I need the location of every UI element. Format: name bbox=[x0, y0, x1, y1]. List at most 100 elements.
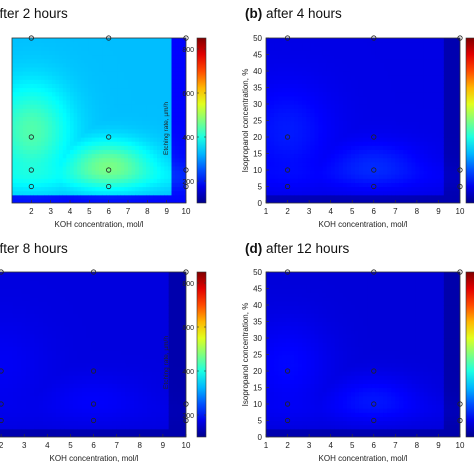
panel-title: (b) after 4 hours bbox=[245, 6, 342, 21]
panel-title-text: after 8 hours bbox=[0, 241, 68, 256]
x-tick-label: 2 bbox=[0, 441, 4, 450]
x-tick-label: 4 bbox=[45, 441, 50, 450]
panel-letter: (d) bbox=[245, 241, 266, 256]
colorbar-tick-label: 200 bbox=[182, 413, 194, 420]
sample-point bbox=[28, 183, 34, 190]
x-tick-label: 5 bbox=[87, 207, 92, 216]
sample-point bbox=[457, 401, 463, 407]
sample-point bbox=[284, 134, 291, 140]
y-tick-label: 50 bbox=[253, 268, 262, 277]
sample-point bbox=[183, 401, 189, 407]
x-tick-label: 3 bbox=[48, 207, 53, 216]
sample-point bbox=[183, 269, 189, 275]
colorbar-tick-label: 400 bbox=[182, 135, 194, 142]
sample-point bbox=[371, 401, 377, 407]
panel-title-text: after 2 hours bbox=[0, 6, 68, 21]
x-tick-label: 9 bbox=[436, 441, 441, 450]
x-tick-label: 2 bbox=[285, 441, 290, 450]
y-tick-label: 20 bbox=[253, 133, 262, 142]
x-tick-label: 10 bbox=[182, 207, 191, 216]
sample-point bbox=[183, 35, 189, 41]
panel-3: 2 3 4 5 6 7 8 9 10 KOH concentration, mol/l after … bbox=[0, 241, 207, 463]
sample-point bbox=[457, 269, 463, 275]
y-tick-label: 5 bbox=[258, 183, 263, 192]
x-tick-label: 3 bbox=[22, 441, 27, 450]
x-tick-label: 3 bbox=[307, 441, 312, 450]
y-tick-label: 35 bbox=[253, 318, 262, 327]
x-tick-label: 10 bbox=[456, 207, 465, 216]
sample-point bbox=[284, 401, 291, 407]
x-tick-label: 8 bbox=[138, 441, 143, 450]
sample-point bbox=[284, 35, 291, 41]
sample-point bbox=[371, 134, 377, 140]
colorbar-tick-label: 200 bbox=[182, 179, 194, 186]
panel-letter: (b) bbox=[245, 6, 266, 21]
panel-title: (d) after 12 hours bbox=[245, 241, 350, 256]
plot-frame bbox=[11, 37, 187, 204]
x-tick-label: 2 bbox=[29, 207, 34, 216]
y-tick-label: 30 bbox=[253, 100, 262, 109]
sample-point bbox=[90, 269, 97, 275]
sample-point bbox=[371, 368, 377, 374]
y-tick-label: 0 bbox=[258, 433, 263, 442]
plot-frame bbox=[0, 271, 187, 438]
heatmap-panels: 2 3 4 5 6 7 8 9 10 KOH concentration, mol/l after … bbox=[0, 6, 474, 463]
y-axis-label: Isopropanol concentration, % bbox=[241, 303, 250, 407]
sample-point bbox=[457, 167, 463, 173]
panel-title: after 8 hours bbox=[0, 241, 68, 256]
x-tick-label: 7 bbox=[126, 207, 131, 216]
sample-point bbox=[284, 368, 291, 374]
panel-title: after 2 hours bbox=[0, 6, 68, 21]
x-tick-label: 10 bbox=[456, 441, 465, 450]
x-tick-label: 9 bbox=[436, 207, 441, 216]
x-tick-label: 6 bbox=[106, 207, 111, 216]
x-tick-label: 1 bbox=[264, 441, 269, 450]
sample-point bbox=[183, 183, 189, 190]
sample-point bbox=[183, 417, 189, 424]
x-tick-label: 8 bbox=[415, 207, 420, 216]
sample-point bbox=[106, 134, 112, 140]
colorbar-tick-label: 800 bbox=[182, 281, 194, 288]
x-tick-label: 6 bbox=[372, 207, 377, 216]
sample-point bbox=[0, 269, 4, 275]
colorbar-tick-label: 400 bbox=[182, 369, 194, 376]
y-tick-label: 15 bbox=[253, 150, 262, 159]
sample-point bbox=[457, 417, 463, 424]
sample-point bbox=[106, 167, 112, 173]
x-axis-label: KOH concentration, mol/l bbox=[55, 220, 144, 229]
sample-point bbox=[284, 183, 291, 190]
heatmap-field bbox=[266, 272, 460, 437]
x-axis-label: KOH concentration, mol/l bbox=[319, 220, 408, 229]
colorbar-tick-label: 600 bbox=[182, 325, 194, 332]
x-tick-label: 10 bbox=[182, 441, 191, 450]
y-tick-label: 20 bbox=[253, 367, 262, 376]
x-tick-label: 6 bbox=[372, 441, 377, 450]
heatmap-field bbox=[266, 38, 460, 203]
y-tick-label: 25 bbox=[253, 117, 262, 126]
x-tick-label: 6 bbox=[91, 441, 96, 450]
sample-point bbox=[106, 183, 112, 190]
x-tick-label: 2 bbox=[285, 207, 290, 216]
y-tick-label: 50 bbox=[253, 34, 262, 43]
heatmap-field bbox=[12, 38, 186, 203]
colorbar bbox=[465, 37, 474, 204]
colorbar bbox=[196, 271, 207, 438]
sample-point bbox=[371, 269, 377, 275]
panel-1: 2 3 4 5 6 7 8 9 10 KOH concentration, mol/l after … bbox=[0, 6, 207, 229]
sample-point bbox=[284, 269, 291, 275]
x-tick-label: 7 bbox=[393, 441, 398, 450]
sample-point bbox=[90, 368, 97, 374]
sample-point bbox=[0, 368, 4, 374]
x-tick-label: 9 bbox=[164, 207, 169, 216]
x-tick-label: 4 bbox=[68, 207, 73, 216]
sample-point bbox=[90, 417, 97, 424]
y-tick-label: 25 bbox=[253, 351, 262, 360]
y-tick-label: 5 bbox=[258, 417, 263, 426]
y-tick-label: 40 bbox=[253, 67, 262, 76]
x-tick-label: 9 bbox=[161, 441, 166, 450]
x-tick-label: 3 bbox=[307, 207, 312, 216]
colorbar bbox=[465, 271, 474, 438]
panel-title-text: after 4 hours bbox=[266, 6, 342, 21]
